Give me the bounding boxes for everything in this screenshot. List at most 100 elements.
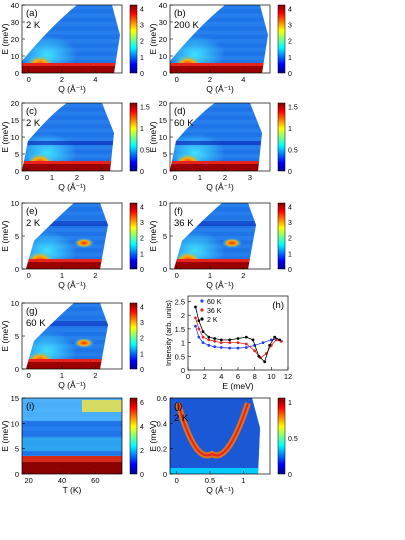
lineplot-ytick-label: 2 [181,311,185,320]
panel-b: 0 10 20 30 40 0 2 4 Q (Å⁻¹) E (meV) (b)200 K 0 1 2 3 4 [148,1,292,94]
ytick-label-f: 5 [163,232,167,241]
xtick-label-j: 1 [241,476,245,485]
colorbar-tick-b: 0 [288,71,292,78]
ytick-label-i: 0 [15,470,19,479]
ytick-label-a: 30 [11,18,19,27]
xtick-label-d: 0 [173,173,177,182]
data-point [219,346,223,349]
panel-temp-j: 2 K [174,413,189,424]
ytick-label-c: 10 [11,133,19,142]
colorbar-tick-j: 0.5 [288,436,298,443]
lineplot-ytick-label: 1 [181,339,185,348]
xtick-label-d: 3 [248,173,252,182]
colorbar-tick-b: 1 [288,55,292,62]
ylabel-f: E (meV) [148,220,158,251]
data-point [263,360,267,364]
colorbar-j: 00.51 [277,397,298,479]
panel-temp-c: 2 K [26,118,41,129]
xtick-label-d: 2 [223,173,227,182]
xtick-label-g: 2 [93,371,97,380]
colorbar-tick-i: 6 [140,400,144,407]
data-point [201,341,205,344]
ytick-label-e: 0 [15,265,19,274]
lineplot-xtick-label: 6 [236,372,240,381]
xtick-label-g: 1 [60,371,64,380]
data-point [228,346,232,350]
ytick-label-b: 20 [159,35,167,44]
data-point [213,339,217,343]
intensity-line-plot: 0 2 4 6 8 10 12 0 0.5 1 1.5 2 2.5 E (meV) Intensity (a… [164,295,292,391]
ytick-label-j: 0.2 [157,445,167,454]
data-point [257,354,261,358]
panel-temp-d: 60 K [174,118,194,129]
colorbar-tick-i: 4 [140,424,144,431]
lineplot-xtick-label: 12 [284,372,292,381]
colorbar-tick-e: 1 [140,251,144,258]
ytick-label-c: 5 [15,150,19,159]
panel-letter-f: (f) [174,206,183,217]
data-point [219,341,223,344]
colorbar-tick-i: 2 [140,448,144,455]
ytick-label-i: 5 [15,445,19,454]
panel-letter-g: (g) [26,306,38,317]
colorbar-tick-g: 4 [140,304,144,311]
xtick-label-b: 4 [241,75,245,84]
data-point [269,338,273,342]
ytick-label-c: 15 [11,116,19,125]
ytick-label-c: 20 [11,99,19,108]
colorbar-tick-g: 2 [140,336,144,343]
ylabel-b: E (meV) [148,23,158,54]
colorbar-tick-g: 3 [140,320,144,327]
ytick-label-e: 5 [15,232,19,241]
axes-frame-i [21,397,123,475]
data-point [194,324,197,328]
ytick-label-c: 0 [15,167,19,176]
ytick-label-f: 10 [159,199,167,208]
data-point [236,337,240,340]
xtick-label-b: 2 [208,75,212,84]
heatmap-b [170,5,268,73]
colorbar-tick-c: 1 [140,126,144,133]
panel-letter-e: (e) [26,206,38,217]
data-point [197,319,201,323]
ytick-label-d: 15 [159,116,167,125]
colorbar-e: 0 1 2 3 4 [129,202,144,274]
colorbar-tick-a: 4 [140,6,144,13]
ytick-label-j: 0.4 [157,419,167,428]
xtick-label-g: 0 [27,371,31,380]
heatmap-d [170,103,262,171]
data-point [228,338,232,342]
panel-letter-j: (j) [174,401,182,412]
legend-marker-0 [200,299,204,303]
data-point [207,343,211,347]
data-point [213,337,217,340]
colorbar-tick-e: 4 [140,204,144,211]
ytick-label-d: 5 [163,150,167,159]
colorbar-tick-e: 2 [140,236,144,243]
data-point [228,341,232,344]
data-point [261,341,265,344]
colorbar-tick-c: 0.5 [140,147,150,154]
data-point [207,335,211,339]
colorbar-d: 0 0.5 1 1.5 [277,102,298,176]
ytick-label-g: 10 [11,299,19,308]
colorbar-f: 0 1 2 3 4 [277,202,292,274]
colorbar-tick-e: 3 [140,220,144,227]
ytick-label-g: 5 [15,332,19,341]
ylabel-e: E (meV) [0,220,10,251]
data-point [236,341,240,344]
ytick-label-a: 20 [11,35,19,44]
panel-a: 0 10 20 30 40 0 2 4 Q (Å⁻¹) E (meV) (a)2 K 0 1 2 3 4 [0,1,144,94]
data-point [274,338,278,342]
data-point [273,335,277,339]
xtick-label-a: 2 [60,75,64,84]
data-point [194,305,197,309]
lineplot-letter: (h) [272,300,284,311]
panel-temp-e: 2 K [26,218,41,229]
colorbar-tick-b: 2 [288,39,292,46]
xtick-label-d: 1 [198,173,202,182]
data-point [207,338,211,342]
data-point [244,335,248,339]
lineplot-ylabel: Intensity (arb. units) [164,300,173,366]
